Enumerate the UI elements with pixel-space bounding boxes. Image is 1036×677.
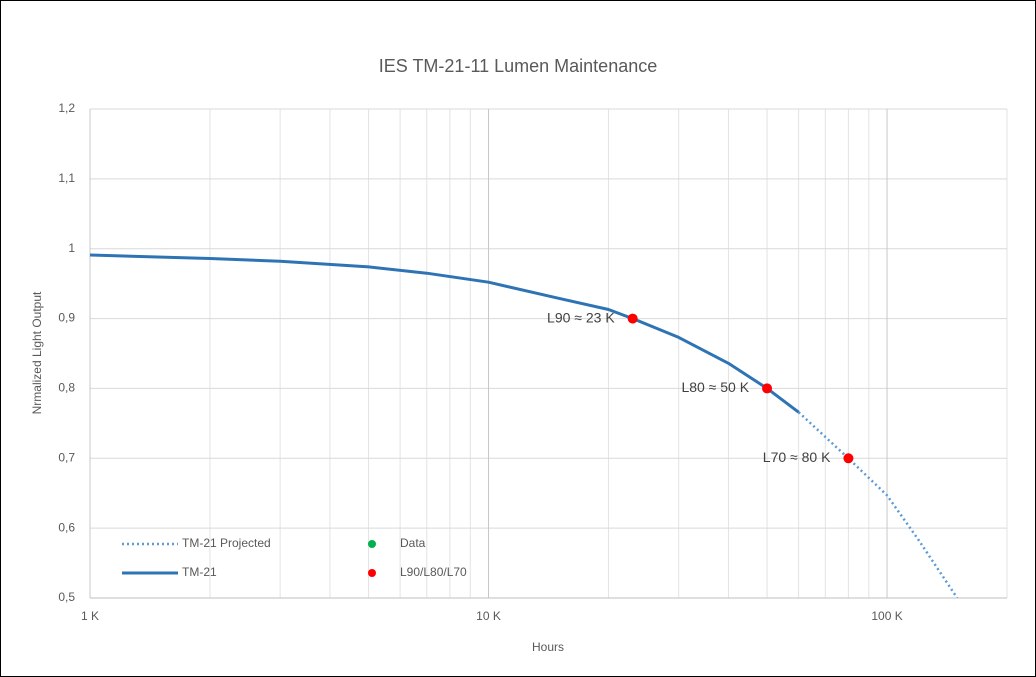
y-tick-label: 0,8 <box>58 381 75 395</box>
plot-area <box>90 253 959 598</box>
y-tick-label: 0,5 <box>58 590 75 604</box>
y-tick-label: 0,6 <box>58 520 75 534</box>
y-tick-label: 1,1 <box>58 171 75 185</box>
y-tick-label: 1,2 <box>58 101 75 115</box>
y-axis-label: Nrmalized Light Output <box>30 291 44 414</box>
line <box>797 411 959 598</box>
chart-title: IES TM-21-11 Lumen Maintenance <box>379 56 657 76</box>
point-label: L70 ≈ 80 K <box>763 449 831 465</box>
x-tick-label: 100 K <box>871 609 902 623</box>
legend-swatch <box>368 540 376 548</box>
legend-label: L90/L80/L70 <box>400 565 467 579</box>
point <box>843 453 854 464</box>
legend-label: TM-21 Projected <box>182 536 271 550</box>
point <box>627 313 638 324</box>
y-tick-label: 0,9 <box>58 311 75 325</box>
legend-label: Data <box>400 536 426 550</box>
y-tick-label: 0,7 <box>58 450 75 464</box>
point-label: L80 ≈ 50 K <box>681 379 749 395</box>
x-axis-label: Hours <box>532 640 564 654</box>
legend-swatch <box>368 569 376 577</box>
point <box>762 383 773 394</box>
line <box>90 253 800 414</box>
x-tick-label: 10 K <box>476 609 501 623</box>
point-label: L90 ≈ 23 K <box>547 309 615 325</box>
x-tick-label: 1 K <box>81 609 99 623</box>
y-tick-label: 1 <box>68 241 75 255</box>
legend-label: TM-21 <box>182 565 217 579</box>
